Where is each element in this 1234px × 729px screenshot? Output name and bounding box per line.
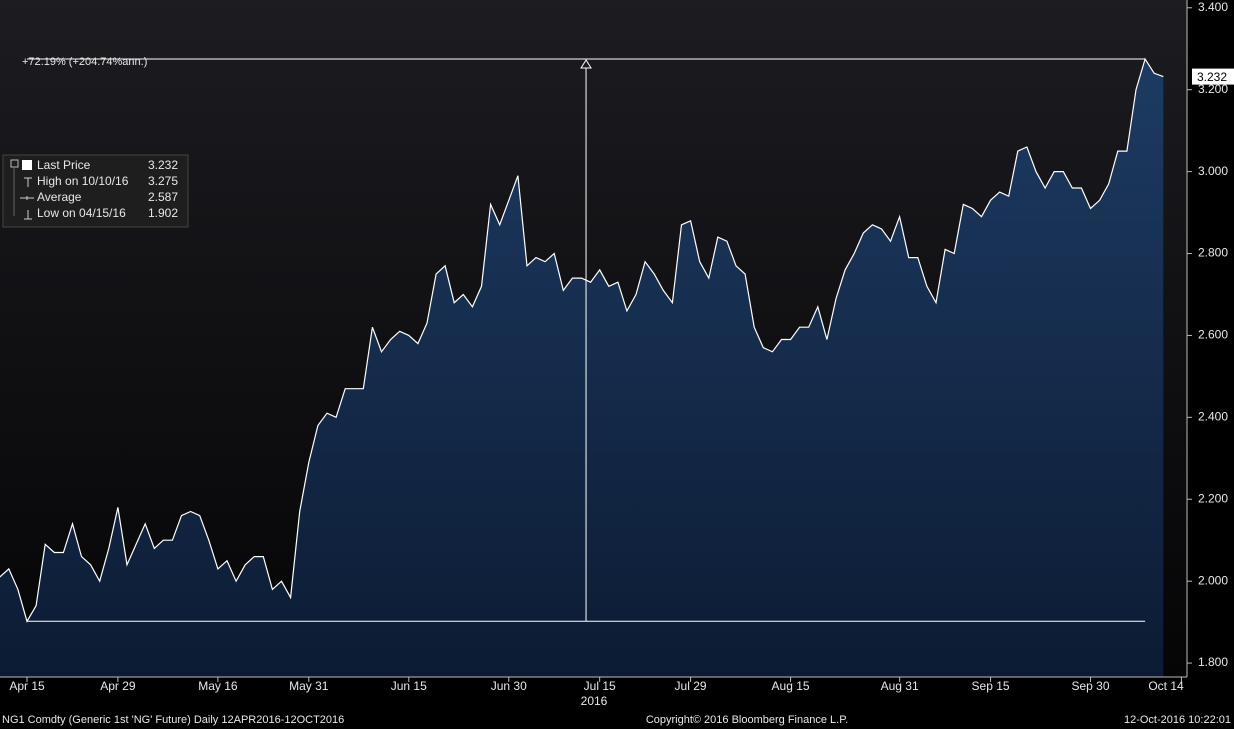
y-tick-label: 3.200 (1198, 82, 1228, 96)
legend-label: Average (37, 190, 82, 204)
legend-box (2, 154, 189, 228)
y-tick-label: 2.800 (1198, 246, 1228, 260)
plot (0, 57, 1164, 677)
x-tick-label: Jul 15 (584, 679, 616, 693)
x-tick-label: Oct 14 (1148, 679, 1184, 693)
legend-average-icon (20, 196, 34, 200)
legend-swatch (22, 160, 32, 170)
legend-value: 3.232 (148, 158, 178, 172)
legend-collapse (10, 159, 19, 168)
y-tick-label: 1.800 (1198, 655, 1228, 669)
change-annotation: +72.19% (+204.74%ann.) (22, 56, 147, 68)
x-tick-label: Aug 15 (772, 679, 810, 693)
legend-value: 2.587 (148, 190, 178, 204)
footer-right: 12-Oct-2016 10:22:01 (1124, 714, 1231, 726)
legend-value: 3.275 (148, 174, 178, 188)
x-tick-label: Sep 15 (972, 679, 1010, 693)
y-tick-label: 2.600 (1198, 328, 1228, 342)
x-tick-label: Apr 15 (9, 679, 45, 693)
x-tick-label: Jun 15 (391, 679, 427, 693)
legend-label: Low on 04/15/16 (37, 206, 126, 220)
legend-low-icon (24, 210, 32, 220)
x-tick-label: May 31 (289, 679, 329, 693)
legend-value: 1.902 (148, 206, 178, 220)
y-tick-label: 2.200 (1198, 491, 1228, 505)
year-label: 2016 (581, 694, 608, 708)
legend-high-icon (24, 177, 32, 187)
x-tick-label: Aug 31 (881, 679, 919, 693)
footer-center: Copyright© 2016 Bloomberg Finance L.P. (646, 714, 848, 726)
x-tick-label: May 16 (198, 679, 238, 693)
x-tick-label: Jul 29 (675, 679, 707, 693)
y-tick-label: 3.400 (1198, 0, 1228, 14)
last-price-tag-label: 3.232 (1197, 70, 1227, 84)
y-tick-label: 3.000 (1198, 164, 1228, 178)
y-tick-label: 2.400 (1198, 410, 1228, 424)
x-tick-label: Apr 29 (100, 679, 136, 693)
last-price-tag (1192, 68, 1234, 85)
legend-label: Last Price (37, 158, 91, 172)
area-fill (0, 59, 1164, 677)
x-tick-label: Sep 30 (1072, 679, 1110, 693)
y-tick-label: 2.000 (1198, 573, 1228, 587)
change-arrowhead (580, 59, 592, 69)
legend: Last Price 3.232 High on 10/10/16 3.275 Av… (2, 154, 189, 228)
footer-left: NG1 Comdty (Generic 1st 'NG' Future) Dai… (2, 714, 344, 726)
legend-label: High on 10/10/16 (37, 174, 129, 188)
x-tick-label: Jun 30 (491, 679, 527, 693)
price-line (0, 57, 1164, 623)
